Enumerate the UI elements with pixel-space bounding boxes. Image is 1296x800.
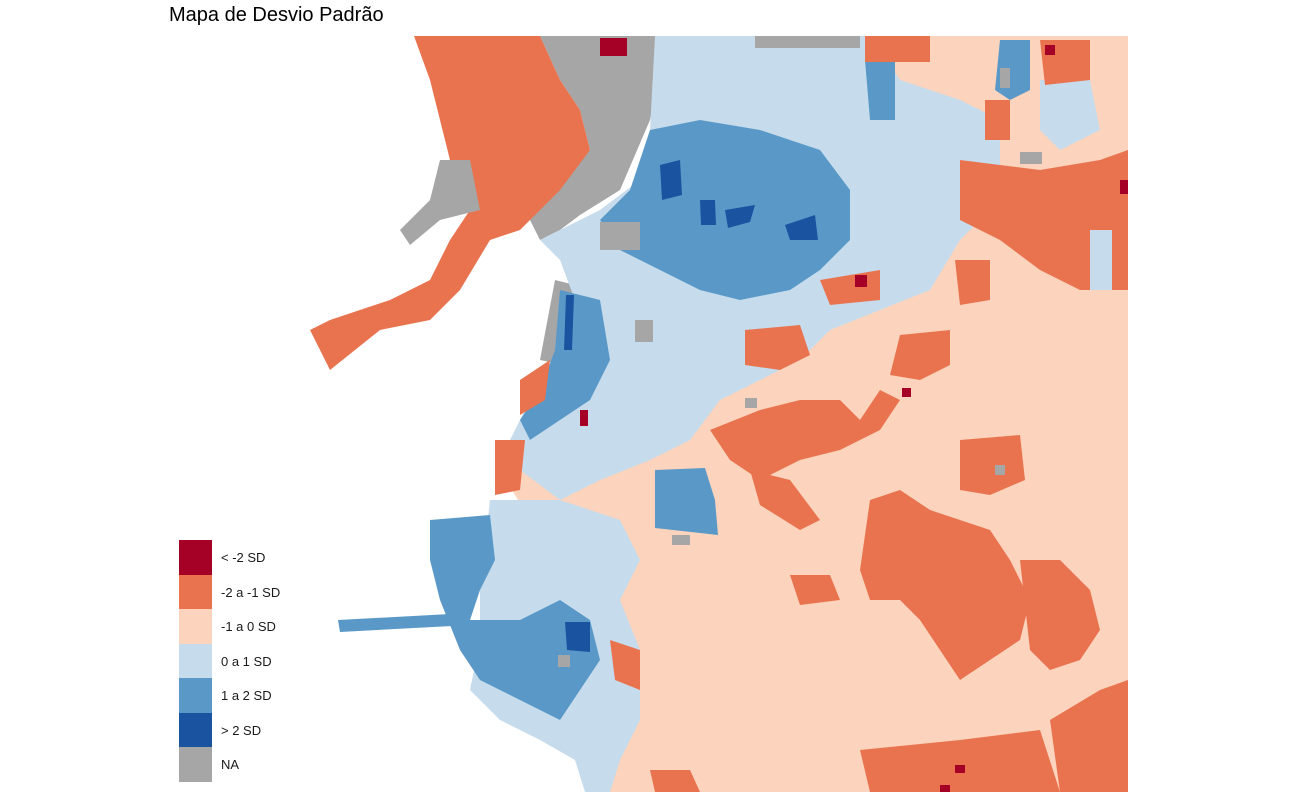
region-west-blue-strip (520, 290, 610, 440)
legend-item-0-1: 0 a 1 SD (179, 643, 339, 678)
region-red-spot-e (1120, 180, 1128, 194)
legend-label: 1 a 2 SD (221, 688, 272, 703)
region-mid-orange-blob-c (710, 390, 900, 480)
region-north-top-orange (865, 36, 930, 62)
region-north-top-blue (865, 60, 895, 120)
region-red-spot-b (855, 275, 867, 287)
region-na-spot-h (745, 398, 757, 408)
region-mid-orange-blob-b (890, 330, 950, 380)
legend-label: -1 a 0 SD (221, 619, 276, 634)
region-central-dark-blue-c (725, 205, 755, 228)
legend-swatch (179, 678, 212, 713)
legend-label: < -2 SD (221, 550, 266, 565)
region-mid-orange-blob-e (750, 470, 820, 530)
region-west-orange-coast (495, 440, 525, 495)
region-na-spot-g (672, 535, 690, 545)
legend-swatch (179, 747, 212, 782)
legend-label: -2 a -1 SD (221, 584, 281, 600)
legend-swatch (179, 540, 212, 575)
legend-item-1-2: 1 a 2 SD (179, 678, 339, 713)
region-west-dark-blue-strip (564, 295, 574, 350)
region-east-mid-orange (955, 260, 990, 305)
region-na-spot-i (558, 655, 570, 667)
map-title: Mapa de Desvio Padrão (169, 4, 384, 26)
region-south-orange-d (860, 730, 1060, 792)
region-red-spot-f (955, 765, 965, 773)
region-northwest-coast (310, 36, 590, 370)
region-red-spot-a (600, 38, 627, 56)
legend-label: > 2 SD (221, 722, 262, 738)
region-south-orange-e (610, 640, 640, 690)
legend-swatch (179, 609, 212, 644)
legend-item-lt-m2: < -2 SD (179, 540, 339, 575)
region-red-spot-h (1045, 45, 1055, 55)
region-central-dark-blue-a (660, 160, 682, 200)
region-south-mid-orange (790, 575, 840, 605)
region-na-spot-d (1000, 68, 1010, 88)
region-mid-orange-blob-a (745, 325, 810, 370)
region-east-top-orange-b (985, 100, 1010, 140)
region-red-spot-d (580, 410, 588, 426)
region-east-orange (960, 150, 1128, 290)
region-na-spot-c (635, 320, 653, 342)
legend-item-na: NA (179, 747, 339, 782)
region-southwest-dark-blue (565, 622, 590, 652)
region-southeast-orange-b (1020, 560, 1100, 670)
region-pier (338, 614, 452, 632)
region-southeast-orange-c (1050, 680, 1128, 792)
region-southeast-orange-a (860, 490, 1030, 680)
region-east-orange-b (960, 435, 1025, 495)
region-na-spot-b (600, 222, 640, 250)
region-south-orange-f (650, 770, 700, 792)
region-west-orange-coast-b (520, 360, 550, 415)
region-east-light-blue (1040, 80, 1100, 150)
region-red-spot-g (940, 785, 950, 792)
region-red-spot-c (902, 388, 911, 397)
legend-item-gt-2: > 2 SD (179, 712, 339, 747)
region-na-spot-f (995, 465, 1005, 475)
map-legend: < -2 SD -2 a -1 SD -1 a 0 SD 0 a 1 SD 1 a 2 … (179, 540, 339, 782)
region-south-mid-blue-b (655, 468, 718, 535)
legend-swatch (179, 712, 212, 747)
region-southwest-mid-blue (430, 515, 600, 720)
region-central-dark-blue-d (785, 215, 818, 240)
region-east-light-blue-b (1090, 230, 1112, 290)
legend-item-m2-m1: -2 a -1 SD (179, 574, 339, 609)
legend-swatch (179, 574, 212, 609)
legend-item-m1-0: -1 a 0 SD (179, 609, 339, 644)
region-west-na-islet (400, 160, 480, 245)
legend-label: 0 a 1 SD (221, 653, 272, 669)
region-central-dark-blue-b (700, 200, 716, 225)
legend-swatch (179, 643, 212, 678)
region-na-spot-e (1020, 152, 1042, 164)
region-northwest-na (530, 36, 668, 240)
region-na-spot-a (755, 36, 860, 48)
legend-label: NA (221, 757, 240, 772)
